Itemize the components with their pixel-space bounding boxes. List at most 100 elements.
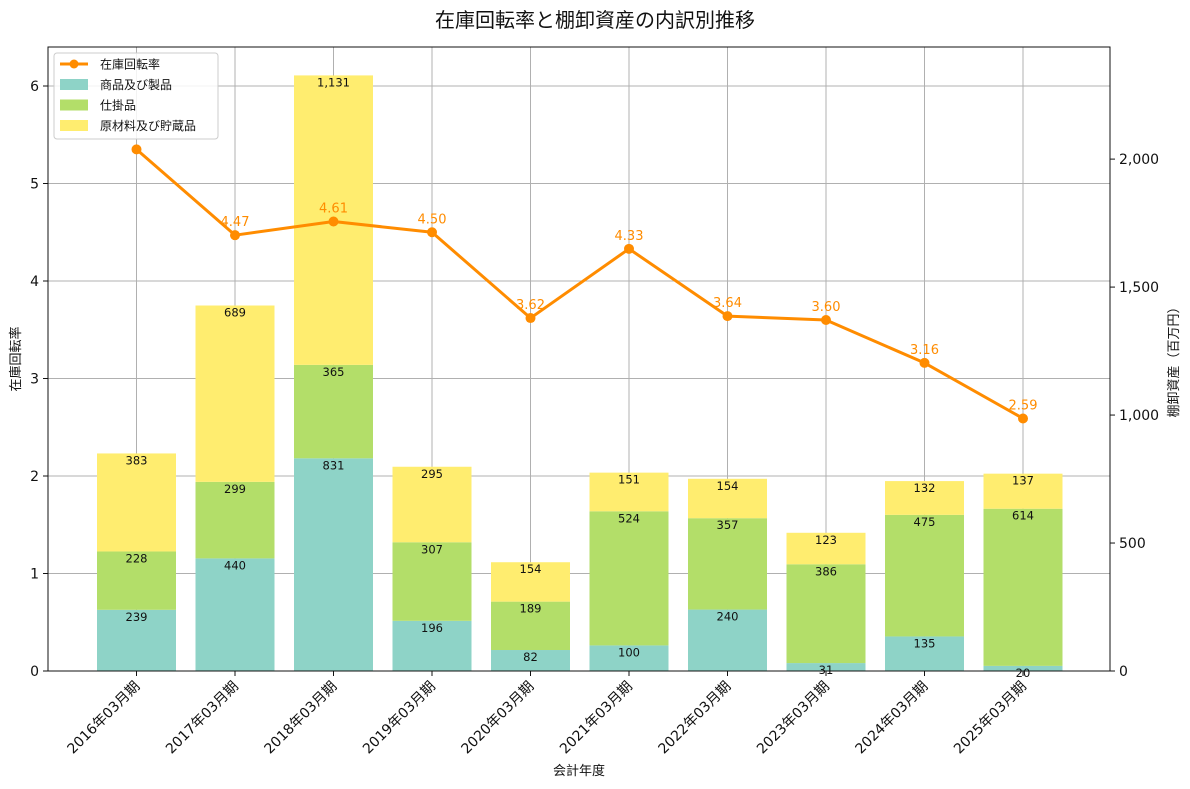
y-left-tick-label: 3 (30, 372, 39, 388)
turnover-value-label: 4.33 (615, 229, 644, 244)
bar-value-label: 689 (224, 306, 246, 320)
bar-value-label: 475 (914, 515, 936, 529)
bar-segment (392, 542, 472, 621)
bar-value-label: 135 (914, 636, 936, 650)
bar-segment (983, 473, 1063, 509)
bar-segment (97, 609, 176, 671)
bar-value-label: 1,131 (317, 75, 350, 89)
turnover-point (821, 315, 831, 325)
turnover-point (624, 243, 634, 254)
bar-value-label: 831 (323, 458, 345, 472)
bar-value-label: 524 (618, 511, 640, 525)
y-left-tick-label: 5 (30, 177, 39, 193)
turnover-point (1018, 413, 1028, 424)
bar-segment (491, 650, 570, 671)
bar-segment (294, 458, 373, 671)
bar-segment (983, 508, 1063, 666)
x-tick-label: 2024年03月期 (853, 679, 932, 758)
x-tick-label: 2021年03月期 (557, 679, 636, 758)
legend-label: 在庫回転率 (100, 57, 160, 72)
y-right-tick-label: 1,500 (1119, 280, 1159, 296)
turnover-point (525, 313, 536, 324)
bar-value-label: 154 (520, 562, 542, 576)
y-right-tick-label: 1,000 (1119, 408, 1159, 424)
turnover-value-label: 3.62 (516, 298, 545, 313)
bar-value-label: 440 (224, 558, 246, 572)
bar-value-label: 383 (126, 453, 148, 467)
bar-value-label: 295 (421, 467, 443, 481)
bar-segment (688, 478, 767, 519)
bar-segment (589, 472, 669, 512)
y-right-tick-label: 0 (1119, 664, 1128, 680)
turnover-line: 4.47 4.61 4.50 3.62 4.33 3.64 3.60 3.16 2.59 (131, 144, 1038, 424)
y-axis-right-label: 棚卸資産（百万円） (1166, 300, 1182, 417)
turnover-point (427, 227, 437, 238)
legend-swatch (60, 120, 88, 131)
y-left-tick-label: 2 (30, 469, 39, 485)
bar-value-label: 239 (126, 610, 148, 624)
bar-value-label: 151 (618, 473, 640, 487)
chart-title: 在庫回転率と棚卸資産の内訳別推移 (435, 8, 755, 32)
legend-swatch-marker (69, 59, 79, 69)
bar-segment (885, 514, 964, 637)
turnover-point (328, 216, 339, 227)
bar-value-label: 299 (224, 482, 246, 496)
x-tick-label: 2016年03月期 (65, 679, 144, 758)
x-tick-label: 2017年03月期 (163, 679, 242, 758)
legend-swatch (60, 99, 88, 111)
y-left-tick-label: 4 (30, 274, 39, 290)
bar-value-label: 386 (815, 564, 837, 578)
y-left-tick-label: 0 (30, 664, 39, 680)
legend-label: 商品及び製品 (100, 77, 172, 92)
bar-segment (294, 364, 373, 459)
turnover-value-label: 2.59 (1009, 398, 1038, 413)
bars: 239 228 383 440 299 689 831 365 1,131 196 307 295 82… (97, 75, 1063, 680)
y-right-tick-label: 500 (1119, 536, 1146, 552)
turnover-value-label: 3.64 (713, 296, 742, 311)
bar-value-label: 137 (1012, 474, 1034, 488)
bar-value-label: 228 (126, 551, 148, 565)
bar-segment (589, 645, 669, 671)
bar-segment (97, 453, 176, 552)
bar-segment (195, 305, 275, 482)
x-tick-label: 2018年03月期 (262, 679, 341, 758)
legend-label: 仕掛品 (100, 98, 136, 113)
bar-value-label: 240 (717, 610, 739, 624)
turnover-point (230, 230, 240, 241)
plot-frame (47, 46, 1111, 672)
x-tick-label: 2023年03月期 (754, 679, 833, 758)
y-right-tick-label: 2,000 (1119, 152, 1159, 168)
bar-segment (786, 663, 866, 671)
bar-value-label: 196 (421, 621, 443, 635)
bar-value-label: 357 (717, 518, 739, 532)
bar-value-label: 31 (819, 663, 834, 677)
bar-segment (392, 620, 472, 671)
x-tick-label: 2019年03月期 (360, 679, 439, 758)
bar-segment (885, 481, 964, 515)
y-left-tick-label: 6 (30, 79, 39, 95)
bar-value-label: 132 (914, 481, 936, 495)
y-left-tick-label: 1 (30, 567, 39, 583)
bar-value-label: 307 (421, 542, 443, 556)
turnover-value-label: 3.16 (910, 343, 939, 358)
legend-box (53, 52, 219, 140)
bar-value-label: 123 (815, 533, 837, 547)
bar-value-label: 100 (618, 645, 640, 659)
bar-segment (885, 636, 964, 671)
turnover-line-path (135, 148, 1024, 420)
bar-segment (392, 466, 472, 543)
bar-segment (786, 532, 866, 565)
bar-value-label: 365 (323, 365, 345, 379)
bar-value-label: 154 (717, 479, 739, 493)
turnover-point (131, 144, 142, 155)
x-tick-label: 2022年03月期 (656, 679, 735, 758)
bar-segment (491, 562, 570, 602)
x-axis-label: 会計年度 (553, 763, 605, 779)
bar-segment (491, 601, 570, 651)
turnover-value-label: 4.47 (221, 215, 250, 230)
bar-segment (688, 518, 767, 610)
bar-value-label: 82 (523, 650, 538, 664)
turnover-value-label: 4.50 (418, 212, 447, 227)
legend-label: 原材料及び貯蔵品 (100, 119, 196, 133)
